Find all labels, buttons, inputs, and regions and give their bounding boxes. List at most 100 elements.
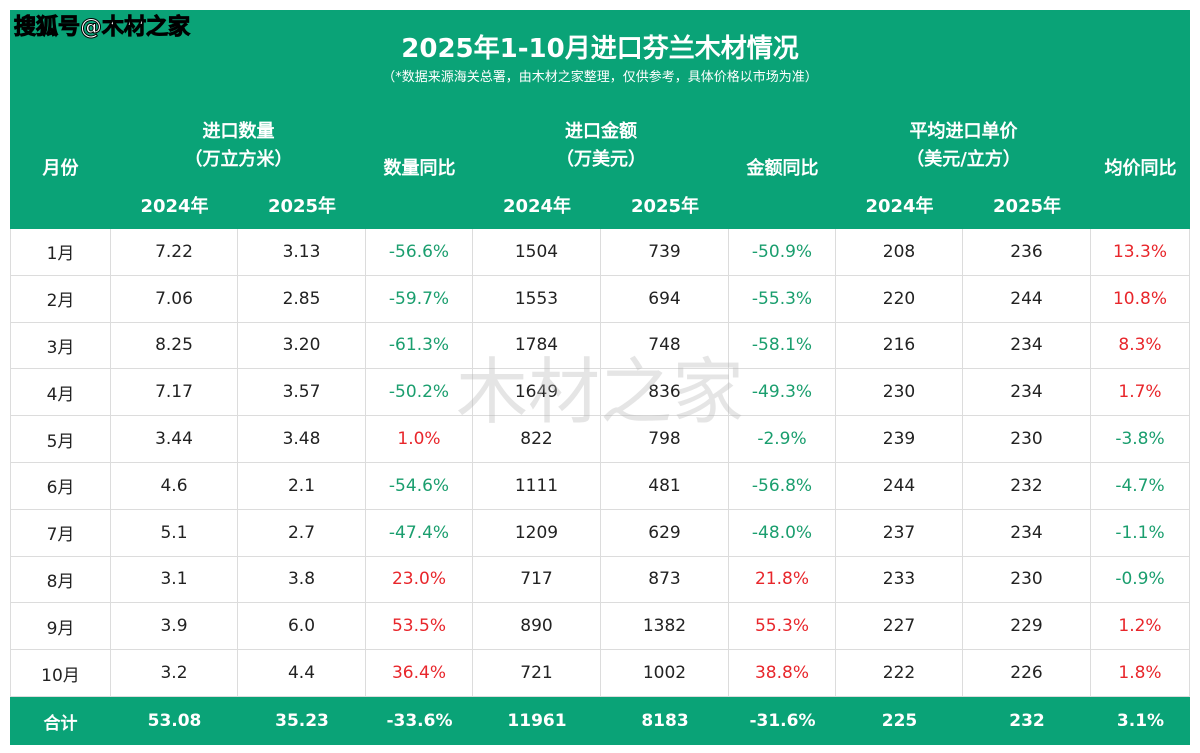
data-cell: 3.13 [238,229,366,276]
data-cell: -2.9% [729,416,836,463]
data-cell: 234 [963,509,1091,557]
data-cell: 208 [836,229,963,276]
data-cell: -59.7% [366,275,473,323]
header-year: 2025年 [267,196,337,217]
header-year: 2024年 [865,196,934,217]
data-cell: 222 [836,650,963,697]
total-cell: 225 [881,711,918,731]
data-cell: -48.0% [729,509,836,557]
data-cell: 873 [601,556,729,604]
data-cell: 230 [836,369,963,417]
data-cell: 721 [473,650,601,697]
data-cell: 1.8% [1091,650,1190,697]
data-cell: 2.7 [238,509,366,557]
data-cell: -47.4% [366,509,473,557]
data-cell: 38.8% [729,650,836,697]
data-cell: -58.1% [729,322,836,370]
month-cell: 4月 [10,369,111,417]
data-cell: -1.1% [1091,509,1190,557]
data-cell: -50.2% [366,369,473,417]
data-cell: 55.3% [729,603,836,651]
header-band [10,10,1190,229]
data-cell: 4.6 [111,463,238,510]
data-cell: 629 [601,509,729,557]
data-cell: 1553 [473,275,601,323]
data-cell: -0.9% [1091,556,1190,604]
data-cell: 3.57 [238,369,366,417]
data-cell: 836 [601,369,729,417]
total-cell: 53.08 [147,711,202,731]
data-cell: 21.8% [729,556,836,604]
data-cell: 739 [601,229,729,276]
month-cell: 7月 [10,509,111,557]
header-year: 2025年 [992,196,1062,217]
header-year: 2024年 [140,196,209,217]
data-cell: 226 [963,650,1091,697]
data-cell: -61.3% [366,322,473,370]
data-cell: 1.0% [366,416,473,463]
data-cell: 36.4% [366,650,473,697]
data-cell: 216 [836,322,963,370]
data-cell: 1504 [473,229,601,276]
data-cell: 7.17 [111,369,238,417]
data-cell: 230 [963,416,1091,463]
data-cell: 1784 [473,322,601,370]
data-cell: 237 [836,509,963,557]
data-cell: 1111 [473,463,601,510]
data-cell: 6.0 [238,603,366,651]
month-cell: 5月 [10,416,111,463]
total-cell: 8183 [641,711,689,731]
header-year: 2025年 [630,196,700,217]
header-year: 2024年 [502,196,572,217]
month-cell: 10月 [10,650,111,697]
data-cell: 717 [473,556,601,604]
data-cell: 694 [601,275,729,323]
data-cell: -4.7% [1091,463,1190,510]
data-cell: 1382 [601,603,729,651]
total-cell: -31.6% [749,711,816,731]
total-cell: -33.6% [386,711,453,731]
data-cell: 1209 [473,509,601,557]
header-group: 进口金额 [565,121,637,142]
header-change: 数量同比 [383,158,456,179]
header-unit: （万美元） [556,149,646,170]
data-cell: 239 [836,416,963,463]
data-cell: 3.48 [238,416,366,463]
month-cell: 6月 [10,463,111,510]
total-cell: 11961 [507,711,567,731]
data-cell: 798 [601,416,729,463]
data-cell: -3.8% [1091,416,1190,463]
data-cell: 4.4 [238,650,366,697]
data-cell: 53.5% [366,603,473,651]
data-cell: 3.8 [238,556,366,604]
header-unit: （万立方米） [184,149,293,170]
data-cell: 244 [963,275,1091,323]
data-cell: 748 [601,322,729,370]
month-cell: 2月 [10,275,111,323]
data-cell: 234 [963,369,1091,417]
header-month: 月份 [42,158,79,179]
data-cell: 244 [836,463,963,510]
data-cell: 10.8% [1091,275,1190,323]
data-cell: 3.9 [111,603,238,651]
data-cell: 3.20 [238,322,366,370]
data-cell: 7.06 [111,275,238,323]
data-cell: 7.22 [111,229,238,276]
total-band [10,697,1190,745]
data-cell: -56.6% [366,229,473,276]
subtitle: （*数据来源海关总署，由木材之家整理，仅供参考，具体价格以市场为准） [382,69,818,85]
data-cell: 232 [963,463,1091,510]
data-cell: -56.8% [729,463,836,510]
month-cell: 8月 [10,556,111,604]
data-cell: 1.7% [1091,369,1190,417]
data-cell: 23.0% [366,556,473,604]
header-change: 均价同比 [1104,158,1177,179]
data-cell: 1.2% [1091,603,1190,651]
data-cell: -55.3% [729,275,836,323]
data-cell: 234 [963,322,1091,370]
data-cell: -50.9% [729,229,836,276]
source-watermark: 搜狐号@木材之家 [13,15,191,41]
header-change: 金额同比 [746,158,819,179]
total-cell: 232 [1009,711,1045,731]
data-cell: 481 [601,463,729,510]
